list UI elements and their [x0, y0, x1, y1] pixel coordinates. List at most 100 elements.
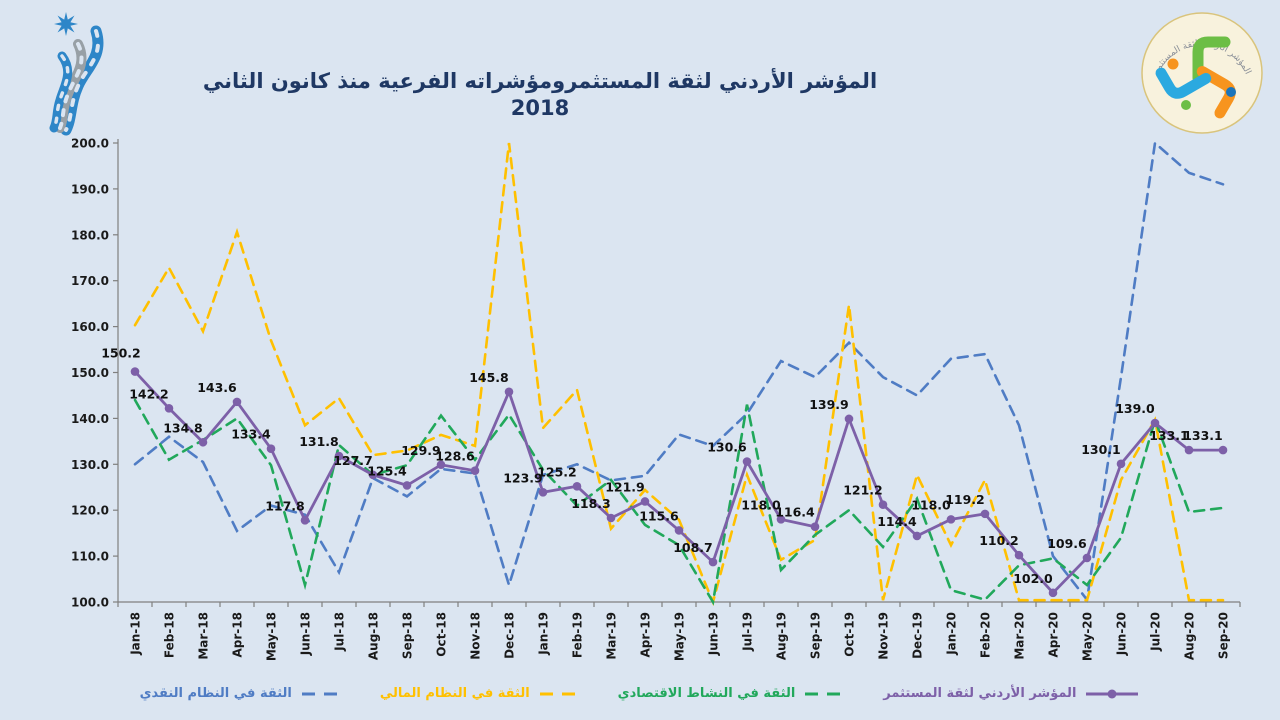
chart-title: المؤشر الأردني لثقة المستثمرومؤشراته الف… — [202, 69, 878, 121]
dashed-line-icon — [805, 692, 846, 695]
svg-text:Oct-18: Oct-18 — [435, 612, 449, 657]
svg-text:118.3: 118.3 — [571, 496, 611, 511]
svg-text:130.1: 130.1 — [1081, 442, 1121, 457]
svg-text:Jul-18: Jul-18 — [333, 612, 347, 652]
ribbon-swoosh — [49, 25, 104, 136]
svg-text:127.7: 127.7 — [333, 453, 373, 468]
series-index — [130, 367, 1228, 598]
svg-text:Jun-18: Jun-18 — [299, 612, 313, 656]
legend-label-economic: الثقة في النشاط الاقتصادي — [617, 686, 796, 701]
marker-line-icon — [1086, 689, 1139, 698]
svg-text:May-20: May-20 — [1081, 612, 1095, 661]
legend-item-monetary: الثقة في النظام النقدي — [140, 686, 344, 701]
svg-text:133.1: 133.1 — [1149, 428, 1189, 443]
y-axis-labels: 100.0 110.0 120.0 130.0 140.0 150.0 160.0 170.0… — [71, 137, 109, 610]
svg-text:Jul-20: Jul-20 — [1149, 612, 1163, 652]
svg-text:108.7: 108.7 — [673, 540, 713, 555]
svg-text:150.2: 150.2 — [101, 346, 141, 361]
x-axis-labels: Jan-18 Feb-18 Mar-18 Apr-18 May-18 Jun-18 Jul-… — [129, 612, 1231, 661]
svg-text:109.6: 109.6 — [1047, 536, 1087, 551]
svg-text:102.0: 102.0 — [1013, 571, 1053, 586]
svg-text:128.6: 128.6 — [435, 449, 475, 464]
legend-item-financial: الثقة في النظام المالي — [380, 686, 582, 701]
dashed-line-icon — [301, 692, 342, 695]
strategy-forum-logo — [49, 12, 104, 136]
svg-text:125.2: 125.2 — [537, 464, 577, 479]
svg-text:145.8: 145.8 — [469, 370, 509, 385]
svg-text:Sep-19: Sep-19 — [809, 612, 823, 659]
legend-label-monetary: الثقة في النظام النقدي — [139, 686, 292, 701]
series-economic — [133, 398, 1225, 606]
svg-text:110.0: 110.0 — [71, 550, 109, 564]
svg-text:Jun-19: Jun-19 — [707, 612, 721, 656]
svg-text:Apr-19: Apr-19 — [639, 612, 653, 657]
svg-text:Jan-18: Jan-18 — [129, 612, 143, 656]
svg-text:Dec-18: Dec-18 — [503, 612, 517, 659]
axes — [113, 139, 1241, 607]
svg-text:Sep-18: Sep-18 — [401, 612, 415, 659]
pinwheel-dot — [1181, 100, 1191, 110]
svg-text:116.4: 116.4 — [775, 505, 815, 520]
svg-text:143.6: 143.6 — [197, 380, 237, 395]
svg-text:Feb-19: Feb-19 — [571, 612, 585, 658]
svg-text:121.9: 121.9 — [605, 479, 645, 494]
svg-text:170.0: 170.0 — [71, 274, 109, 288]
star-icon — [54, 12, 78, 36]
series-financial — [133, 142, 1225, 607]
svg-text:130.0: 130.0 — [71, 458, 109, 472]
svg-text:Feb-18: Feb-18 — [163, 612, 177, 658]
svg-text:120.0: 120.0 — [71, 504, 109, 518]
svg-text:Aug-19: Aug-19 — [775, 612, 789, 660]
svg-text:Mar-19: Mar-19 — [605, 612, 619, 660]
legend-label-index: المؤشر الأردني لثقة المستثمر — [883, 686, 1077, 701]
svg-text:180.0: 180.0 — [71, 228, 109, 242]
dashed-line-icon — [539, 692, 580, 695]
svg-text:123.9: 123.9 — [503, 470, 543, 485]
investor-confidence-logo: المؤشر الأردني لثقة المستثمر — [1141, 12, 1263, 134]
svg-text:125.4: 125.4 — [367, 463, 407, 478]
svg-text:Apr-20: Apr-20 — [1047, 612, 1061, 657]
svg-text:134.8: 134.8 — [163, 420, 203, 435]
legend-item-economic: الثقة في النشاط الاقتصادي — [618, 686, 848, 701]
svg-text:May-18: May-18 — [265, 612, 279, 661]
svg-text:110.2: 110.2 — [979, 533, 1019, 548]
svg-text:119.2: 119.2 — [945, 492, 985, 507]
legend-label-financial: الثقة في النظام المالي — [379, 686, 530, 701]
pinwheel-dot — [1167, 58, 1179, 70]
svg-text:Oct-19: Oct-19 — [843, 612, 857, 657]
svg-text:140.0: 140.0 — [71, 412, 109, 426]
svg-text:Mar-20: Mar-20 — [1013, 612, 1027, 660]
svg-text:142.2: 142.2 — [129, 386, 169, 401]
svg-text:Mar-18: Mar-18 — [197, 612, 211, 660]
svg-text:Dec-19: Dec-19 — [911, 612, 925, 659]
svg-text:130.6: 130.6 — [707, 440, 747, 455]
svg-text:118.0: 118.0 — [911, 497, 951, 512]
svg-text:118.0: 118.0 — [741, 497, 781, 512]
chart-legend: الثقة في النظام النقدي الثقة في النظام ال… — [0, 686, 1280, 701]
svg-text:114.4: 114.4 — [877, 514, 917, 529]
svg-text:150.0: 150.0 — [71, 366, 109, 380]
svg-text:190.0: 190.0 — [71, 182, 109, 196]
svg-text:May-19: May-19 — [673, 612, 687, 661]
svg-text:129.9: 129.9 — [401, 443, 441, 458]
legend-item-index: المؤشر الأردني لثقة المستثمر — [883, 686, 1140, 701]
svg-text:Jan-19: Jan-19 — [537, 612, 551, 656]
svg-text:Nov-19: Nov-19 — [877, 612, 891, 660]
svg-text:139.9: 139.9 — [809, 397, 849, 412]
svg-text:200.0: 200.0 — [71, 137, 109, 151]
svg-text:131.8: 131.8 — [299, 434, 339, 449]
svg-text:115.6: 115.6 — [639, 508, 679, 523]
svg-text:Jun-20: Jun-20 — [1115, 612, 1129, 656]
svg-text:133.1: 133.1 — [1183, 428, 1223, 443]
svg-text:Nov-18: Nov-18 — [469, 612, 483, 660]
index-data-labels: 150.2 142.2 134.8 143.6 133.4 117.8 131.8 127.7… — [101, 346, 1223, 586]
svg-text:Aug-20: Aug-20 — [1183, 612, 1197, 660]
svg-text:160.0: 160.0 — [71, 320, 109, 334]
svg-text:Aug-18: Aug-18 — [367, 612, 381, 660]
svg-text:121.2: 121.2 — [843, 483, 883, 498]
svg-text:Jul-19: Jul-19 — [741, 612, 755, 652]
svg-text:117.8: 117.8 — [265, 498, 305, 513]
pinwheel-dot — [1226, 87, 1236, 97]
